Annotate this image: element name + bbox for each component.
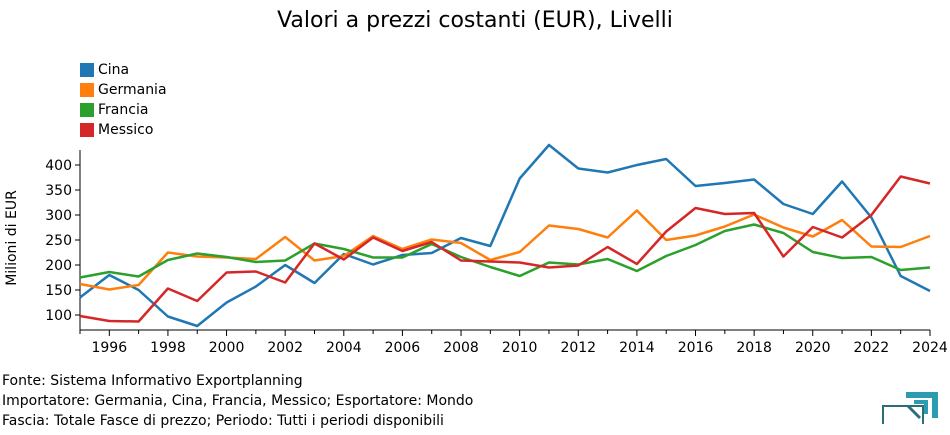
series-line-messico: [79, 175, 931, 323]
legend-label: Messico: [98, 122, 154, 138]
line-chart: 100 150 200 250 300 350 400 1996 1998 2000 2002 200…: [4, 143, 948, 356]
legend-label: Francia: [98, 102, 149, 118]
footer: Fonte: Sistema Informativo Exportplannin…: [2, 371, 473, 431]
footer-band: Fascia: Totale Fasce di prezzo; Periodo:…: [2, 413, 444, 429]
y-tick-label: 400: [45, 158, 72, 174]
x-tick-label: 2014: [619, 340, 655, 356]
legend-swatch: [80, 63, 94, 77]
x-tick-label: 2012: [560, 340, 596, 356]
x-tick-label: 2020: [795, 340, 831, 356]
x-tick-label: 2008: [443, 340, 479, 356]
series-line-francia: [79, 223, 931, 279]
x-tick-label: 1996: [91, 340, 127, 356]
y-tick-label: 150: [45, 283, 72, 299]
legend-label: Cina: [98, 62, 130, 78]
legend-item: Francia: [80, 100, 167, 120]
legend-swatch: [80, 83, 94, 97]
legend-label: Germania: [98, 82, 167, 98]
legend: Cina Germania Francia Messico: [80, 60, 167, 140]
x-tick-label: 1998: [150, 340, 186, 356]
y-tick-label: 250: [45, 233, 72, 249]
x-tick-label: 2004: [326, 340, 362, 356]
x-tick-label: 2016: [678, 340, 714, 356]
exportplanning-logo-icon: [882, 392, 938, 424]
x-tick-label: 2010: [502, 340, 538, 356]
footer-importer: Importatore: Germania, Cina, Francia, Me…: [2, 393, 474, 409]
x-tick-label: 2022: [854, 340, 890, 356]
y-tick-label: 350: [45, 183, 72, 199]
y-tick-label: 100: [45, 308, 72, 324]
footer-source: Fonte: Sistema Informativo Exportplannin…: [2, 373, 303, 389]
legend-swatch: [80, 103, 94, 117]
series-line-cina: [79, 143, 931, 328]
legend-item: Messico: [80, 120, 167, 140]
x-tick-label: 2006: [385, 340, 421, 356]
legend-item: Cina: [80, 60, 167, 80]
y-tick-label: 300: [45, 208, 72, 224]
series-line-germania: [79, 209, 931, 291]
x-tick-label: 2000: [209, 340, 245, 356]
x-tick-label: 2018: [736, 340, 772, 356]
legend-item: Germania: [80, 80, 167, 100]
legend-swatch: [80, 123, 94, 137]
x-tick-label: 2002: [267, 340, 303, 356]
y-axis-label: Milioni di EUR: [4, 190, 20, 286]
y-tick-label: 200: [45, 258, 72, 274]
x-tick-label: 2024: [912, 340, 948, 356]
chart-title: Valori a prezzi costanti (EUR), Livelli: [277, 8, 673, 33]
